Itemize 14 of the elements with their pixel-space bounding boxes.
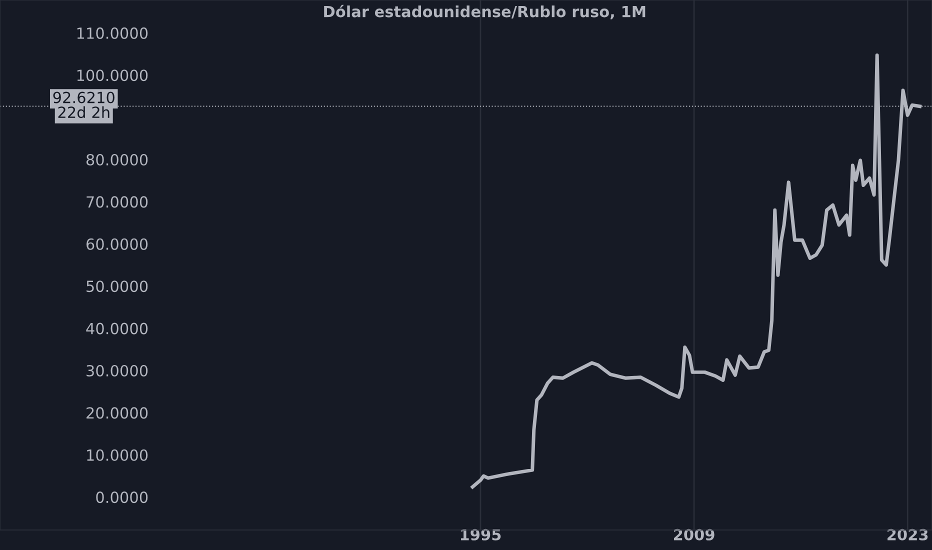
ref-line-label: 92.6210 (53, 92, 114, 104)
y-tick-label: 20.0000 (86, 407, 148, 419)
y-tick-label: 80.0000 (86, 154, 148, 166)
y-tick-label: 10.0000 (87, 449, 148, 461)
annotation: 22d 2h (58, 106, 110, 118)
y-tick-label: 40.0000 (86, 322, 148, 334)
chart-title: Dólar estadounidense/Rublo ruso, 1M (324, 4, 646, 20)
y-tick-label: 50.0000 (86, 280, 148, 292)
y-tick-label: 0.0000 (96, 492, 148, 504)
y-tick-label: 110.0000 (77, 27, 148, 39)
y-tick-label: 100.0000 (77, 70, 148, 82)
y-tick-label: 70.0000 (86, 196, 148, 208)
y-tick-label: 60.0000 (86, 238, 148, 250)
y-tick-label: 30.0000 (86, 364, 148, 377)
